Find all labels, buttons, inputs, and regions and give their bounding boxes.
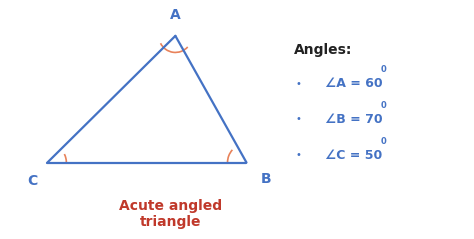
Text: •: • [296,114,301,125]
Text: 0: 0 [381,65,387,74]
Text: ∠C = 50: ∠C = 50 [325,149,382,162]
Text: ∠B = 70: ∠B = 70 [325,113,383,126]
Text: Angles:: Angles: [294,43,352,57]
Text: •: • [296,150,301,160]
Text: C: C [27,174,38,189]
Text: A: A [170,7,181,22]
Text: 0: 0 [381,101,387,110]
Text: ∠A = 60: ∠A = 60 [325,77,383,90]
Text: •: • [296,79,301,89]
Text: 0: 0 [381,136,387,146]
Text: Acute angled
triangle: Acute angled triangle [119,199,222,229]
Text: B: B [261,172,271,186]
